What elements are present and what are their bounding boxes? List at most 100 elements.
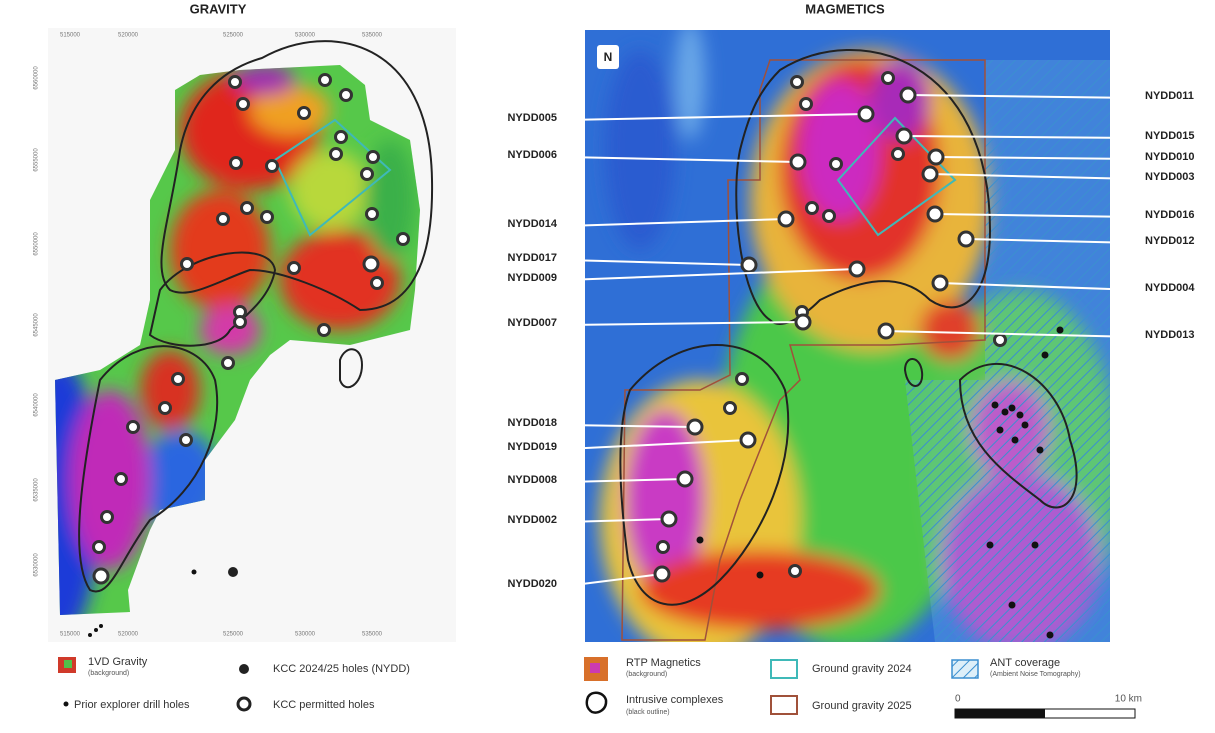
intrusive-outline (339, 348, 364, 389)
legend: 1VD Gravity (background) Prior explorer … (58, 656, 1142, 719)
permitted-hole (790, 75, 804, 89)
prior-hole (1008, 601, 1016, 609)
permitted-hole (877, 322, 895, 340)
scale-end: 10 km (1115, 694, 1142, 705)
prior-hole (99, 624, 103, 628)
x-coord-label: 530000 (295, 33, 316, 39)
magnetics-swatch (590, 663, 600, 673)
permitted-hole (180, 257, 194, 271)
legend-label: KCC 2024/25 holes (NYDD) (273, 663, 410, 675)
legend-label: Intrusive complexes (626, 694, 724, 706)
hole-label: NYDD004 (1145, 282, 1195, 294)
hole-label: NYDD018 (507, 417, 557, 429)
x-coord-label: 520000 (118, 33, 139, 39)
permitted-hole (788, 564, 802, 578)
legend-note: (background) (626, 671, 667, 678)
leader-line (565, 259, 750, 266)
permitted-hole (240, 201, 254, 215)
permitted-hole (297, 106, 311, 120)
gravity-title: GRAVITY (190, 1, 247, 16)
leader-line (565, 156, 799, 163)
prior-hole (88, 633, 92, 637)
permitted-hole (365, 207, 379, 221)
leader-line (565, 478, 686, 483)
permitted-hole (179, 433, 193, 447)
permitted-hole (829, 157, 843, 171)
intrusive-outline (148, 251, 277, 347)
leader-line (939, 282, 1139, 291)
scale-bar (955, 709, 1045, 718)
permitted-hole (318, 73, 332, 87)
permitted-hole (848, 260, 866, 278)
prior-hole (94, 628, 98, 632)
permitted-hole (857, 105, 875, 123)
x-coord-label: 525000 (223, 632, 244, 638)
leader-line (565, 573, 663, 587)
permitted-hole (366, 150, 380, 164)
y-coord-label: 6530000 (34, 553, 40, 577)
permitted-hole (805, 201, 819, 215)
legend-label: 1VD Gravity (88, 656, 148, 668)
legend-note: (black outline) (626, 709, 670, 716)
prior-hole (1046, 631, 1054, 639)
permitted-hole-symbol (236, 696, 252, 712)
leader-line (907, 94, 1139, 99)
x-coord-label: 525000 (223, 33, 244, 39)
legend-label: ANT coverage (990, 657, 1060, 669)
magnetics-raster (585, 30, 1110, 642)
permitted-hole (740, 256, 758, 274)
permitted-hole (881, 71, 895, 85)
permitted-hole (221, 356, 235, 370)
y-coord-label: 6560000 (34, 66, 40, 90)
permitted-hole (334, 130, 348, 144)
prior-hole (1011, 436, 1019, 444)
hole-label: NYDD008 (507, 474, 557, 486)
kcc-hole-symbol (239, 664, 249, 674)
hole-label: NYDD013 (1145, 329, 1195, 341)
legend-label: RTP Magnetics (626, 657, 701, 669)
ant-symbol (951, 659, 979, 679)
gg2024-symbol (770, 659, 798, 679)
permitted-hole (656, 540, 670, 554)
legend-label: KCC permitted holes (273, 699, 375, 711)
x-coord-label: 515000 (60, 632, 81, 638)
hole-label: NYDD011 (1145, 90, 1194, 102)
permitted-hole (739, 431, 757, 449)
permitted-hole (114, 472, 128, 486)
ground-gravity-2025 (621, 59, 986, 641)
permitted-hole (921, 165, 939, 183)
intrusive-outline (619, 344, 790, 606)
leader-line (565, 321, 804, 326)
leader-line (935, 156, 1139, 160)
permitted-hole (329, 147, 343, 161)
permitted-hole (822, 209, 836, 223)
prior-hole (1016, 411, 1024, 419)
prior-hole (1036, 446, 1044, 454)
scale-start: 0 (955, 694, 961, 705)
hole-label: NYDD015 (1145, 130, 1195, 142)
hole-label: NYDD005 (507, 112, 557, 124)
permitted-hole (777, 210, 795, 228)
permitted-hole (260, 210, 274, 224)
hole-label: NYDD009 (507, 272, 557, 284)
prior-hole (191, 569, 197, 575)
leader-line (885, 330, 1139, 338)
hole-label: NYDD012 (1145, 235, 1195, 247)
x-coord-label: 520000 (118, 632, 139, 638)
permitted-hole (660, 510, 678, 528)
x-coord-label: 530000 (295, 632, 316, 638)
permitted-hole (92, 567, 110, 585)
permitted-hole (228, 75, 242, 89)
magnetics-title: MAGMETICS (805, 1, 885, 16)
permitted-hole (370, 276, 384, 290)
hole-label: NYDD016 (1145, 209, 1195, 221)
legend-note: (Ambient Noise Tomography) (990, 671, 1081, 678)
permitted-hole (396, 232, 410, 246)
intrusive-outline (903, 358, 924, 387)
permitted-hole (265, 159, 279, 173)
hole-label: NYDD002 (507, 514, 557, 526)
permitted-hole (100, 510, 114, 524)
leader-line (565, 439, 749, 450)
hole-label: NYDD014 (507, 218, 557, 230)
